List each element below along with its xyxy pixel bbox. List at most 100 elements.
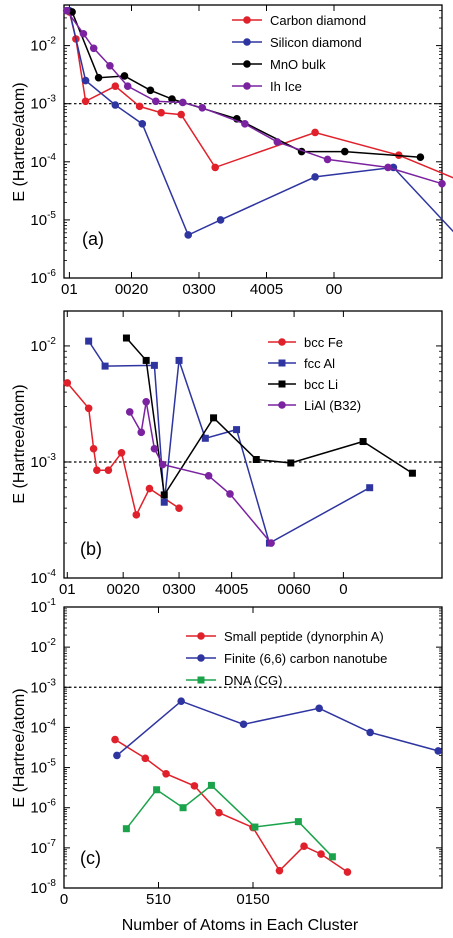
data-point [211, 163, 219, 172]
data-point [62, 6, 71, 15]
data-point [132, 511, 141, 519]
y-tick-label: 10-8 [30, 878, 56, 897]
data-point [89, 44, 98, 53]
data-point [89, 444, 98, 453]
series-line [68, 10, 453, 237]
y-tick-label: 10-3 [30, 452, 56, 471]
data-point [160, 498, 168, 506]
data-point [198, 104, 207, 112]
legend-marker [278, 338, 286, 346]
x-tick-label: 01 [59, 581, 76, 598]
legend: Small peptide (dynorphin A) Finite (6,6) … [186, 629, 387, 688]
data-point [160, 491, 168, 499]
legend-label: Finite (6,6) carbon nanotube [224, 651, 387, 666]
data-point [101, 362, 109, 370]
legend-label: bcc Fe [304, 335, 343, 350]
y-tick-label: 10-2 [30, 36, 56, 55]
data-point [122, 334, 130, 342]
data-point [252, 456, 260, 464]
legend-label: Ih Ice [270, 79, 302, 94]
y-axis-label: E (Hartree/atom) [11, 688, 28, 807]
x-tick-label: 0300 [162, 581, 195, 598]
data-point [111, 101, 120, 109]
data-point [267, 539, 275, 547]
x-axis-label: Number of Atoms in Each Cluster [122, 917, 359, 934]
y-tick-label: 10-3 [30, 677, 56, 696]
data-point [241, 120, 249, 128]
data-point [328, 853, 336, 861]
data-point [416, 153, 425, 162]
data-point [138, 120, 147, 128]
y-tick-label: 10-4 [30, 568, 56, 587]
series-line [125, 337, 413, 498]
legend-marker [243, 16, 251, 24]
x-tick-label: 00 [326, 281, 343, 298]
series-3 [122, 334, 416, 499]
data-point [85, 337, 93, 345]
legend-label: Carbon diamond [270, 13, 366, 28]
data-point [300, 842, 308, 850]
data-point [384, 163, 392, 172]
x-tick-label: 0 [60, 891, 68, 908]
data-point [79, 29, 88, 38]
legend-marker [197, 676, 205, 684]
data-point [273, 138, 282, 146]
data-point [63, 379, 72, 387]
data-point [317, 850, 325, 858]
legend-label: Small peptide (dynorphin A) [224, 629, 384, 644]
y-tick-label: 10-2 [30, 336, 56, 355]
x-tick-label: 510 [146, 891, 171, 908]
legend-label: bcc Li [304, 377, 338, 392]
data-point [177, 110, 185, 119]
legend-label: Silicon diamond [270, 35, 362, 50]
data-point [111, 735, 119, 744]
y-tick-label: 10-4 [30, 717, 56, 736]
series-1 [63, 379, 183, 519]
y-tick-label: 10-7 [30, 838, 56, 857]
series-4 [125, 397, 275, 547]
data-point [113, 751, 121, 760]
x-tick-label: 4005 [250, 281, 283, 298]
data-point [315, 704, 323, 713]
series-line [116, 700, 439, 757]
legend-label: LiAl (B32) [304, 398, 361, 413]
data-point [152, 97, 160, 106]
legend-marker [278, 401, 286, 409]
data-point [104, 466, 113, 474]
series-1 [111, 735, 352, 876]
series-line [88, 340, 371, 545]
data-point [323, 155, 332, 164]
data-point [179, 98, 187, 107]
x-tick-label: 01 [61, 281, 78, 298]
series-line [114, 738, 348, 873]
data-point [341, 147, 349, 156]
series-3 [122, 781, 336, 861]
series-line [129, 401, 272, 544]
data-point [153, 786, 161, 794]
data-point [137, 428, 146, 437]
legend-label: fcc Al [304, 356, 335, 371]
data-point [311, 173, 319, 181]
x-tick-label: 0020 [115, 281, 148, 298]
series-4 [62, 6, 446, 188]
data-point [146, 86, 155, 95]
data-point [204, 471, 213, 480]
y-tick-label: 10-5 [30, 758, 56, 777]
data-point [142, 356, 150, 364]
data-point [311, 128, 319, 137]
panel-tag: (b) [80, 539, 102, 559]
data-point [343, 868, 352, 876]
data-point [210, 414, 218, 422]
data-point [434, 747, 443, 755]
data-point [150, 444, 159, 453]
legend: Carbon diamond Silicon diamond MnO bulk Ih … [232, 13, 366, 94]
panel-1: 10-6 10-5 10-4 10-3 10-2 01 0020 0300 4005 00 E (H… [11, 4, 453, 298]
data-point [438, 179, 446, 188]
x-tick-label: 0020 [106, 581, 139, 598]
data-point [123, 82, 132, 91]
legend-label: MnO bulk [270, 57, 326, 72]
series-3 [68, 8, 425, 162]
data-point [359, 438, 367, 446]
panel-tag: (a) [82, 229, 104, 249]
